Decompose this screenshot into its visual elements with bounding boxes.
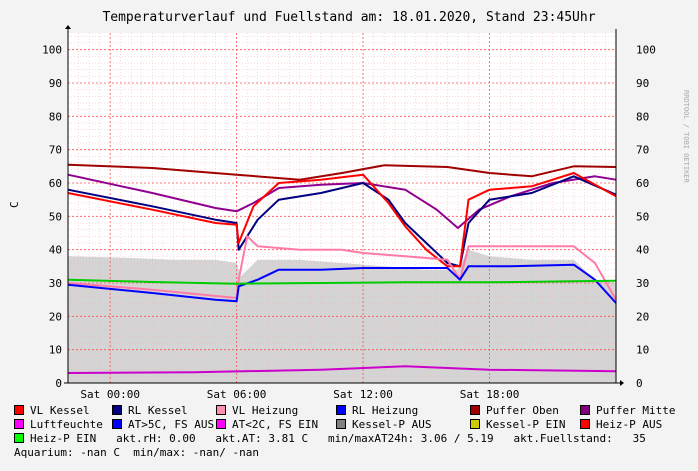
legend-label: VL Heizung	[232, 404, 299, 417]
legend-swatch	[580, 419, 590, 429]
aquarium-line: Aquarium: -nan C min/max: -nan/ -nan	[14, 446, 260, 459]
legend-swatch	[112, 405, 122, 415]
y-tick-label-left-9: 90	[49, 77, 62, 90]
legend-label: AT>5C, FS AUS	[128, 418, 215, 431]
legend-swatch	[216, 419, 226, 429]
series-line-1	[67, 173, 617, 229]
tick-labels: 0 0 10 10 20 20 30 30 40 40 50 50 60 60 70 70 80 80 90 90 10…	[42, 44, 656, 400]
y-axis-label: C	[8, 201, 21, 208]
legend-item: Puffer Oben	[470, 404, 559, 418]
legend-item: AT>5C, FS AUS	[112, 418, 214, 432]
y-tick-label-right-0: 0	[636, 377, 643, 390]
legend-item: Heiz-P AUS	[580, 418, 662, 432]
legend-item: VL Kessel	[14, 404, 90, 418]
legend-item: VL Heizung	[216, 404, 298, 418]
legend-swatch	[470, 419, 480, 429]
legend-label: VL Kessel	[30, 404, 90, 417]
legend-swatch	[336, 419, 346, 429]
legend-swatch	[216, 405, 226, 415]
chart: Temperaturverlauf und Fuellstand am: 18.…	[8, 10, 690, 400]
status-row: Heiz-P EIN akt.rH: 0.00 akt.AT: 3.81 C m…	[14, 432, 694, 446]
y-tick-label-left-10: 100	[42, 44, 62, 57]
x-axis-arrow	[620, 380, 624, 386]
y-tick-label-left-1: 10	[49, 344, 62, 357]
x-tick-label-3: Sat 18:00	[460, 388, 520, 400]
series-line-2	[67, 175, 617, 268]
series-line-5	[67, 263, 617, 304]
rrdtool-credit: RRDTOOL / TOBI OETIKER	[682, 90, 690, 184]
y-tick-label-left-7: 70	[49, 144, 62, 157]
y-tick-label-right-1: 10	[636, 344, 649, 357]
status-line: Heiz-P EIN akt.rH: 0.00 akt.AT: 3.81 C m…	[30, 432, 646, 445]
y-tick-label-left-2: 20	[49, 310, 62, 323]
legend-label: Luftfeuchte	[30, 418, 103, 431]
legend-item: RL Kessel	[112, 404, 188, 418]
legend-row-2: Luftfeuchte AT>5C, FS AUS AT<2C, FS EIN Kes…	[14, 418, 694, 432]
y-tick-label-right-2: 20	[636, 310, 649, 323]
legend-swatch	[580, 405, 590, 415]
y-tick-label-right-10: 100	[636, 44, 656, 57]
legend-swatch	[14, 419, 24, 429]
y-tick-label-right-8: 80	[636, 110, 649, 123]
series-line-3	[67, 172, 617, 268]
legend-swatch	[112, 419, 122, 429]
x-tick-label-0: Sat 00:00	[80, 388, 140, 400]
legend-item: Puffer Mitte	[580, 404, 675, 418]
legend-label: Kessel-P AUS	[352, 418, 432, 431]
series-lines	[67, 163, 617, 374]
legend-row-1: VL Kessel RL Kessel VL Heizung RL Heizung Pu…	[14, 404, 694, 418]
y-tick-label-right-6: 60	[636, 177, 649, 190]
y-tick-label-left-4: 40	[49, 244, 62, 257]
y-tick-label-left-6: 60	[49, 177, 62, 190]
legend-label: Puffer Oben	[486, 404, 559, 417]
y-tick-label-left-8: 80	[49, 110, 62, 123]
legend: VL Kessel RL Kessel VL Heizung RL Heizung Pu…	[14, 404, 694, 460]
aquarium-row: Aquarium: -nan C min/max: -nan/ -nan	[14, 446, 694, 460]
series-line-0	[67, 163, 617, 181]
x-tick-label-2: Sat 12:00	[333, 388, 393, 400]
legend-item: RL Heizung	[336, 404, 418, 418]
status-swatch	[14, 433, 24, 443]
chart-title: Temperaturverlauf und Fuellstand am: 18.…	[102, 10, 595, 25]
y-tick-label-left-0: 0	[55, 377, 62, 390]
legend-item: AT<2C, FS EIN	[216, 418, 318, 432]
legend-label: Kessel-P EIN	[486, 418, 566, 431]
legend-swatch	[14, 405, 24, 415]
y-axis-arrow	[65, 25, 71, 29]
axes	[64, 25, 624, 386]
legend-swatch	[336, 405, 346, 415]
y-tick-label-right-4: 40	[636, 244, 649, 257]
legend-label: RL Heizung	[352, 404, 419, 417]
x-tick-label-1: Sat 06:00	[207, 388, 267, 400]
legend-label: RL Kessel	[128, 404, 188, 417]
y-tick-label-left-3: 30	[49, 277, 62, 290]
legend-label: Heiz-P AUS	[596, 418, 663, 431]
y-tick-label-right-9: 90	[636, 77, 649, 90]
series-line-6	[67, 278, 617, 285]
legend-item: Luftfeuchte	[14, 418, 103, 432]
y-tick-label-right-5: 50	[636, 210, 649, 223]
legend-item: Kessel-P AUS	[336, 418, 431, 432]
series-line-7	[67, 365, 617, 374]
y-tick-label-right-3: 30	[636, 277, 649, 290]
legend-swatch	[470, 405, 480, 415]
y-tick-label-right-7: 70	[636, 144, 649, 157]
legend-label: Puffer Mitte	[596, 404, 676, 417]
legend-item: Kessel-P EIN	[470, 418, 565, 432]
y-tick-label-left-5: 50	[49, 210, 62, 223]
legend-label: AT<2C, FS EIN	[232, 418, 319, 431]
